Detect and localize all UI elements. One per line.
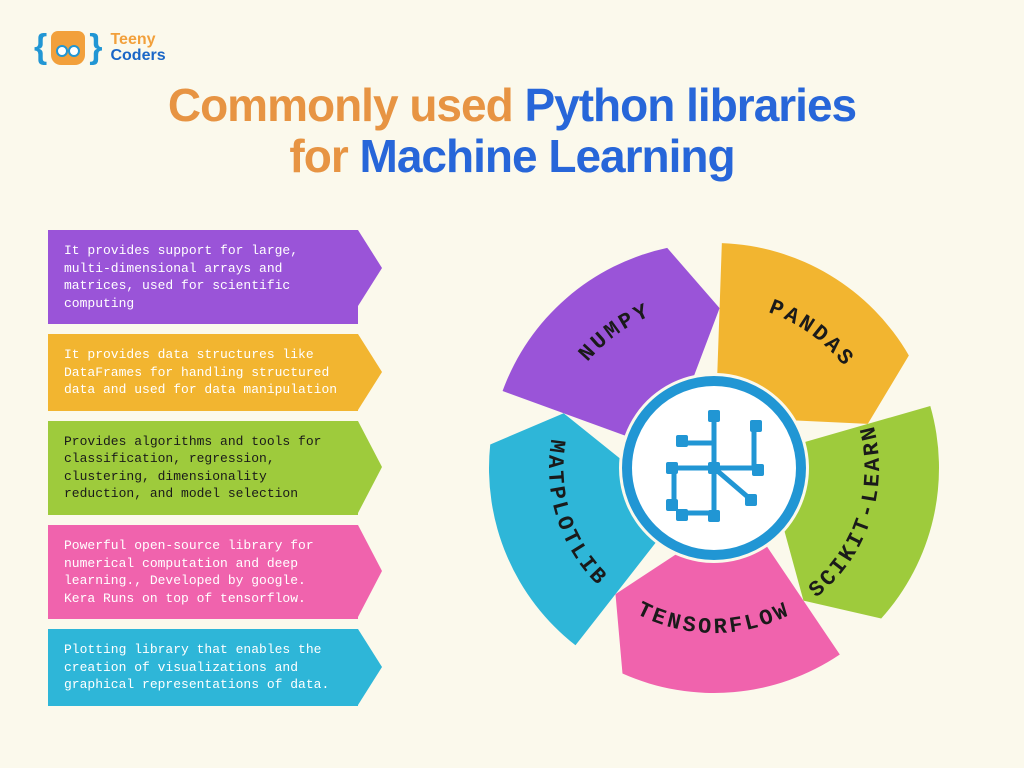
description-item: It provides support for large, multi-dim… — [48, 230, 358, 324]
description-item: Provides algorithms and tools for classi… — [48, 421, 358, 515]
description-list: It provides support for large, multi-dim… — [48, 230, 358, 716]
description-item: Plotting library that enables the creati… — [48, 629, 358, 706]
page-title: Commonly used Python libraries for Machi… — [0, 80, 1024, 181]
title-part2: Python libraries — [524, 79, 856, 131]
title-part3: for — [289, 130, 359, 182]
description-item: Powerful open-source library for numeric… — [48, 525, 358, 619]
logo-line1: Teeny — [110, 32, 165, 48]
logo-line2: Coders — [110, 48, 165, 64]
library-wheel: NUMPYPANDASSCIKIT-LEARNTENSORFLOWMATPLOT… — [474, 228, 954, 708]
title-part1: Commonly used — [168, 79, 525, 131]
logo-face-icon — [51, 31, 85, 65]
brace-open-icon: { — [34, 28, 47, 67]
brace-close-icon: } — [89, 28, 102, 67]
description-item: It provides data structures like DataFra… — [48, 334, 358, 411]
logo: { } Teeny Coders — [34, 28, 166, 67]
logo-text: Teeny Coders — [110, 32, 165, 64]
title-part4: Machine Learning — [360, 130, 735, 182]
